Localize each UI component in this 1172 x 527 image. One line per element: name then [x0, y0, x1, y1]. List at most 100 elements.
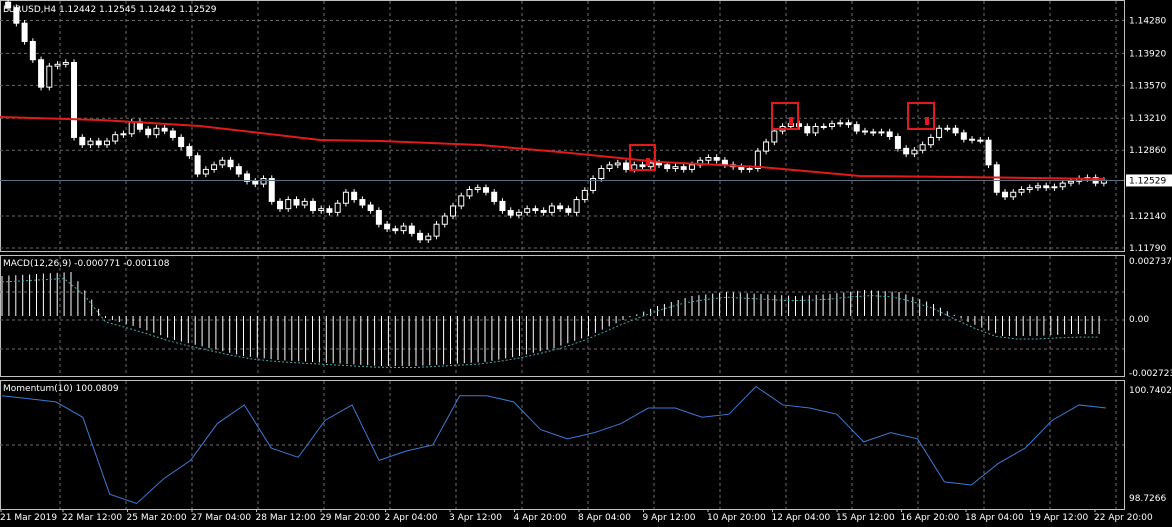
candle-bear [1043, 185, 1050, 189]
highlight-bar [925, 117, 929, 125]
time-label: 8 Apr 04:00 [578, 513, 631, 523]
time-label: 22 Apr 20:00 [1094, 513, 1153, 523]
momentum-label: Momentum(10) 100.0809 [3, 384, 119, 394]
candle-bull [598, 167, 605, 180]
candle-bull [450, 205, 457, 217]
candle-bull [705, 157, 712, 161]
price-tick-label: 1.13210 [1129, 114, 1166, 124]
candle-bull [211, 164, 218, 170]
price-tick-label: 1.12140 [1129, 212, 1166, 222]
candle-bear [145, 128, 152, 136]
candle-bear [1002, 191, 1009, 198]
price-tick-label: 1.11790 [1129, 244, 1166, 254]
current-price-text: 1.12529 [1129, 176, 1166, 186]
highlight-box [771, 102, 799, 130]
macd-tick-zero: 0.00 [1129, 315, 1149, 325]
candle-bear [993, 164, 1000, 193]
time-label: 27 Mar 04:00 [191, 513, 251, 523]
candle-bear [952, 127, 959, 134]
candle-bear [161, 127, 168, 132]
candle-bear [95, 140, 102, 146]
price-tick-label: 1.14280 [1129, 16, 1166, 26]
candle-bear [886, 131, 893, 138]
candle-bull [829, 123, 835, 127]
candle-bull [1034, 185, 1041, 189]
candle-bull [120, 133, 127, 136]
candle-bear [71, 61, 78, 138]
candle-bear [491, 191, 498, 202]
candle-bull [944, 127, 951, 130]
candle-bear [713, 157, 720, 161]
candle-bull [433, 223, 440, 237]
candle-bull [342, 191, 349, 204]
candle-bear [499, 200, 506, 212]
time-label: 9 Apr 12:00 [643, 513, 696, 523]
candle-bull [590, 178, 597, 191]
macd-label: MACD(12,26,9) -0.000771 -0.001108 [3, 259, 170, 269]
candle-bear [252, 180, 259, 185]
time-label: 21 Mar 2019 [0, 513, 57, 523]
candle-bear [326, 208, 333, 213]
candle-bear [169, 130, 176, 138]
price-tick-label: 1.13920 [1129, 49, 1166, 59]
grid [0, 1, 1124, 509]
candle-bear [384, 223, 391, 230]
candle-bull [1051, 186, 1058, 189]
candle-bear [235, 166, 242, 175]
candle-bear [845, 122, 852, 126]
candle-bear [392, 228, 399, 232]
time-label: 28 Mar 12:00 [256, 513, 316, 523]
candle-bear [375, 210, 382, 225]
candle-bear [268, 178, 275, 202]
candle-bear [894, 136, 901, 149]
candlesticks [5, 0, 1107, 243]
macd-tick-bottom: -0.002723 [1129, 369, 1172, 379]
momentum-line [1, 385, 1107, 505]
momentum-tick-top: 100.7402 [1129, 386, 1172, 396]
candle-bull [763, 141, 770, 152]
highlight-bar [646, 158, 650, 166]
candle-bear [853, 124, 860, 132]
candle-bull [548, 205, 555, 213]
highlight-box [629, 144, 656, 171]
time-label: 18 Apr 04:00 [965, 513, 1024, 523]
candle-bear [359, 199, 366, 206]
main-pane[interactable] [0, 0, 1125, 252]
candle-bear [21, 22, 28, 42]
time-label: 3 Apr 12:00 [449, 513, 502, 523]
candle-bull [936, 127, 943, 138]
candle-bear [985, 139, 992, 166]
candle-bull [919, 144, 926, 151]
candle-bull [746, 167, 753, 170]
symbol-label: EURUSD,H4 1.12442 1.12545 1.12442 1.1252… [3, 5, 217, 15]
price-tick-label: 1.13570 [1129, 81, 1166, 91]
candle-bear [870, 131, 877, 134]
candle-bull [1059, 182, 1066, 188]
candle-bear [721, 159, 728, 166]
candle-bear [565, 208, 572, 213]
candle-bull [1026, 187, 1033, 191]
price-tick-label: 1.12860 [1129, 146, 1166, 156]
candle-bear [351, 191, 358, 201]
candle-bear [680, 166, 687, 170]
candle-bull [202, 168, 209, 175]
candle-bear [655, 162, 662, 166]
candle-bull [614, 162, 621, 166]
candle-bull [87, 140, 94, 146]
candle-bear [309, 200, 316, 212]
candle-bear [623, 162, 630, 170]
candle-bull [606, 164, 613, 169]
candle-bull [581, 189, 588, 201]
candle-bull [515, 211, 522, 216]
highlight-boxes [629, 102, 935, 171]
candle-bear [482, 187, 489, 193]
macd-pane[interactable] [0, 255, 1125, 377]
candle-bear [532, 208, 539, 212]
candle-bull [128, 121, 135, 135]
candle-bull [441, 215, 448, 225]
candle-bull [54, 63, 61, 67]
candle-bear [540, 210, 547, 213]
moving-average-line [0, 116, 1105, 180]
time-label: 16 Apr 20:00 [901, 513, 960, 523]
